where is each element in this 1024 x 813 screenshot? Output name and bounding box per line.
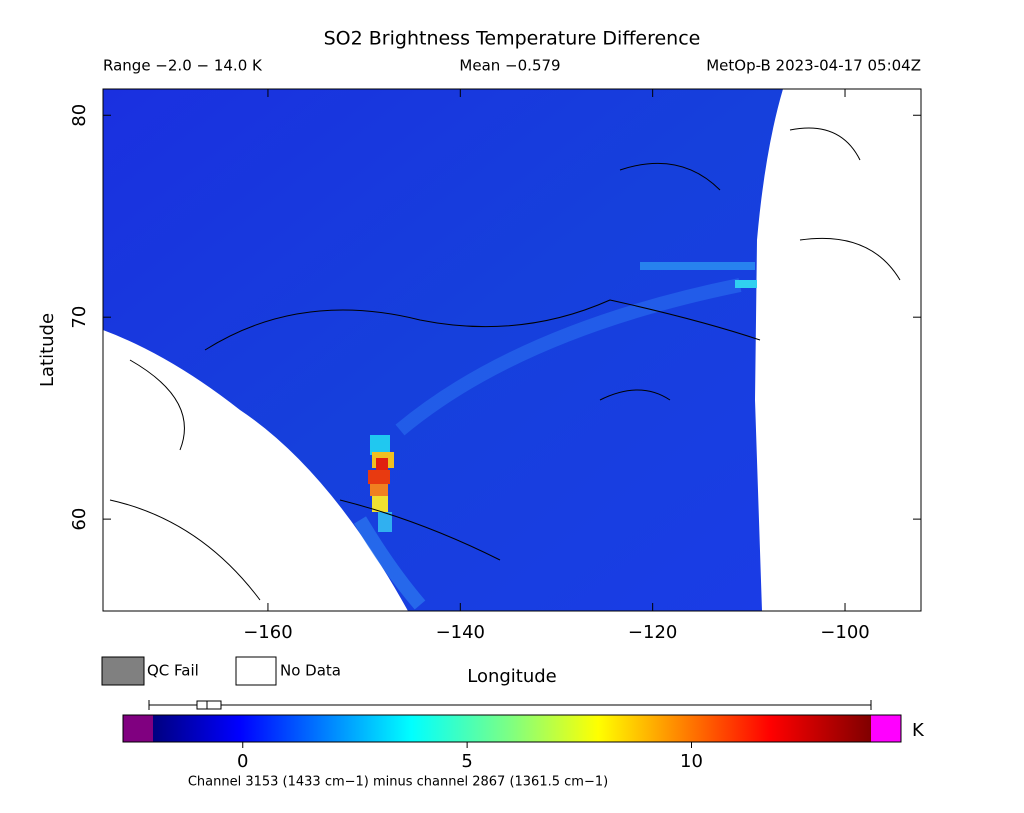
colorbar-tick-label: 0	[237, 751, 248, 772]
above-range	[871, 715, 901, 742]
hotspot	[368, 470, 390, 484]
x-tick-label: −100	[820, 622, 869, 643]
colorbar-tick-label: 5	[461, 751, 472, 772]
swath	[103, 89, 783, 611]
colorbar-unit: K	[912, 720, 925, 741]
below-range	[123, 715, 153, 742]
map-field	[103, 89, 921, 611]
x-tick-label: −140	[436, 622, 485, 643]
y-axis-label: Latitude	[37, 313, 58, 387]
legend-label: QC Fail	[147, 662, 199, 680]
box	[196, 700, 222, 710]
coastline	[109, 127, 901, 601]
hotspot	[378, 512, 392, 532]
y-tick-label: 80	[69, 104, 90, 127]
colorbar-frame	[122, 714, 902, 743]
x-tick-label: −160	[243, 622, 292, 643]
plume-band	[353, 516, 426, 610]
footnote: Channel 3153 (1433 cm−1) minus channel 2…	[188, 775, 608, 790]
y-tick-label: 60	[69, 508, 90, 531]
title: SO2 Brightness Temperature Difference	[324, 28, 701, 50]
colorbar	[153, 715, 871, 742]
plot-frame	[102, 88, 922, 612]
hotspot	[376, 458, 388, 470]
range-label: Range −2.0 − 14.0 K	[103, 57, 263, 75]
hotspot	[370, 435, 390, 455]
legend-swatch	[101, 656, 145, 686]
hotspot	[372, 496, 388, 512]
x-axis-label: Longitude	[467, 666, 557, 687]
legend-swatch	[235, 656, 277, 686]
colorbar-tick-label: 10	[680, 751, 703, 772]
legend-label: No Data	[280, 662, 341, 680]
x-tick-label: −120	[628, 622, 677, 643]
plume-band	[395, 278, 742, 436]
plume-band	[735, 280, 757, 288]
plume-band	[640, 262, 755, 270]
y-tick-label: 70	[69, 306, 90, 329]
hotspot	[370, 484, 388, 496]
satellite-label: MetOp-B 2023-04-17 05:04Z	[706, 57, 921, 75]
mean-label: Mean −0.579	[459, 57, 560, 75]
